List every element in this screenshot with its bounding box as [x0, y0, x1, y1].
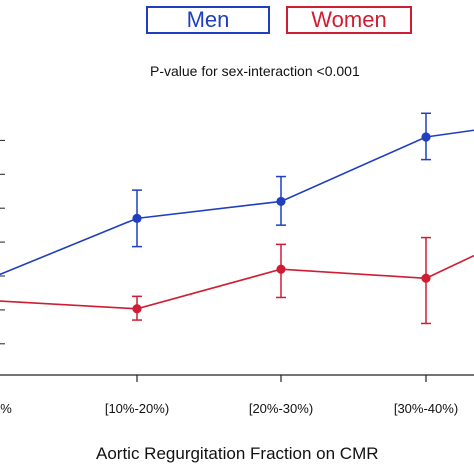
- axes: [0, 139, 474, 382]
- data-point-men: [132, 213, 142, 223]
- series-line-women: [0, 254, 474, 310]
- series: [0, 112, 474, 325]
- x-tick-label: [30%-40%): [394, 401, 458, 416]
- data-point-women: [276, 264, 286, 274]
- x-tick-labels: % [10%-20%) [20%-30%) [30%-40%): [0, 401, 458, 416]
- legend-men: Men: [146, 6, 270, 34]
- data-point-women: [132, 304, 142, 314]
- series-line-men: [0, 129, 474, 276]
- x-tick-label: %: [0, 401, 12, 416]
- data-point-men: [421, 132, 431, 142]
- legend-women: Women: [286, 6, 412, 34]
- x-tick-label: [10%-20%): [105, 401, 169, 416]
- x-axis-label: Aortic Regurgitation Fraction on CMR: [96, 444, 379, 463]
- data-point-women: [421, 273, 431, 283]
- x-tick-label: [20%-30%): [249, 401, 313, 416]
- data-point-men: [276, 196, 286, 207]
- interaction-annotation: P-value for sex-interaction <0.001: [150, 63, 360, 79]
